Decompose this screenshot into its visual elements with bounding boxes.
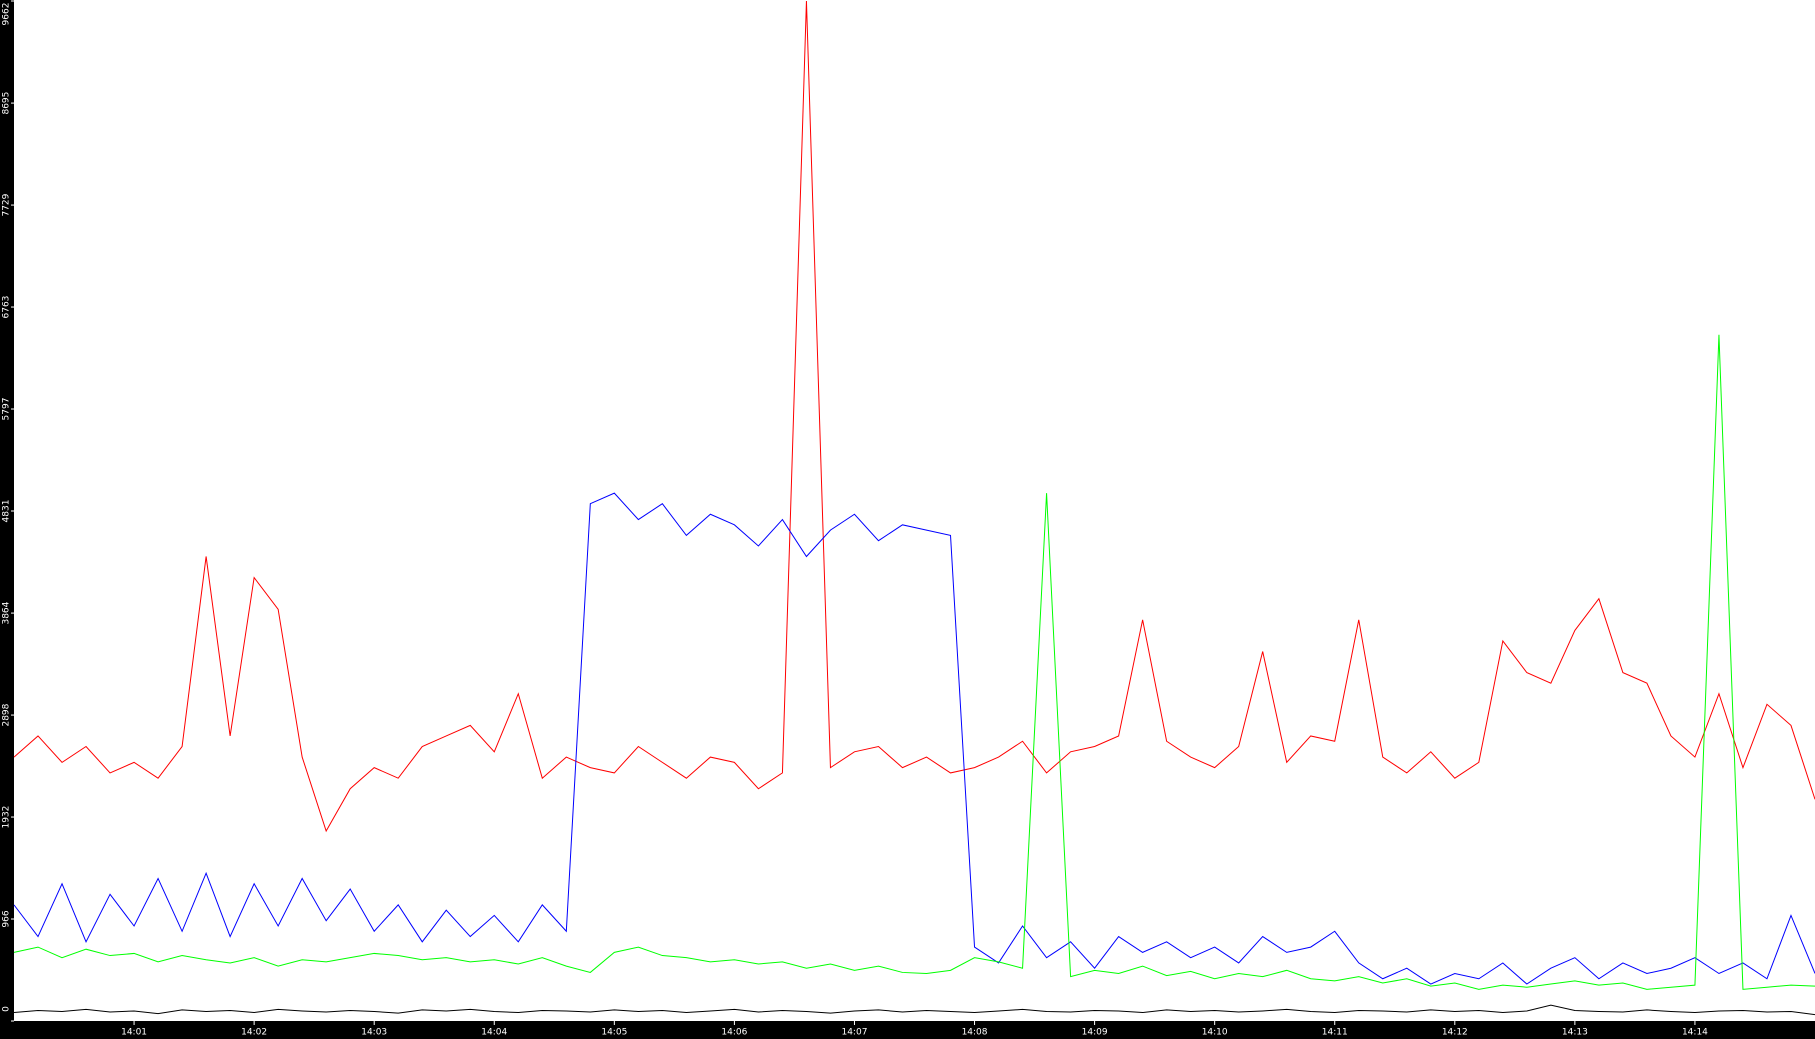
x-tick-label: 14:09 [1082, 1028, 1108, 1038]
x-tick-label: 14:03 [361, 1028, 387, 1038]
y-tick-label: 7729 [2, 193, 12, 216]
x-tick-label: 14:14 [1682, 1028, 1708, 1038]
y-tick-label: 0 [2, 1006, 12, 1012]
x-tick-label: 14:05 [601, 1028, 627, 1038]
x-tick-label: 14:01 [121, 1028, 147, 1038]
x-tick-label: 14:11 [1322, 1028, 1348, 1038]
series-line [13, 334, 1815, 990]
series-line [13, 492, 1815, 985]
y-tick-label: 6763 [2, 296, 12, 319]
y-tick-label: 8695 [2, 92, 12, 115]
y-tick-label: 3864 [2, 601, 12, 624]
x-tick-label: 14:08 [962, 1028, 988, 1038]
series-line [13, 1004, 1815, 1016]
y-tick-label: 1932 [2, 806, 12, 829]
x-tick-label: 14:02 [241, 1028, 267, 1038]
y-tick-label: 2898 [2, 703, 12, 726]
y-tick-label: 966 [2, 910, 12, 927]
x-tick-label: 14:04 [481, 1028, 507, 1038]
x-tick-label: 14:10 [1202, 1028, 1228, 1038]
x-tick-label: 14:13 [1562, 1028, 1588, 1038]
y-axis-strip [0, 0, 14, 1039]
x-tick-label: 14:06 [721, 1028, 747, 1038]
y-tick-label: 5797 [2, 398, 12, 421]
x-tick-label: 14:07 [841, 1028, 867, 1038]
series-line [13, 0, 1815, 833]
x-axis-strip [0, 1021, 1815, 1039]
x-tick-label: 14:12 [1442, 1028, 1468, 1038]
y-tick-label: 9662 [2, 3, 12, 26]
y-tick-label: 4831 [2, 500, 12, 523]
